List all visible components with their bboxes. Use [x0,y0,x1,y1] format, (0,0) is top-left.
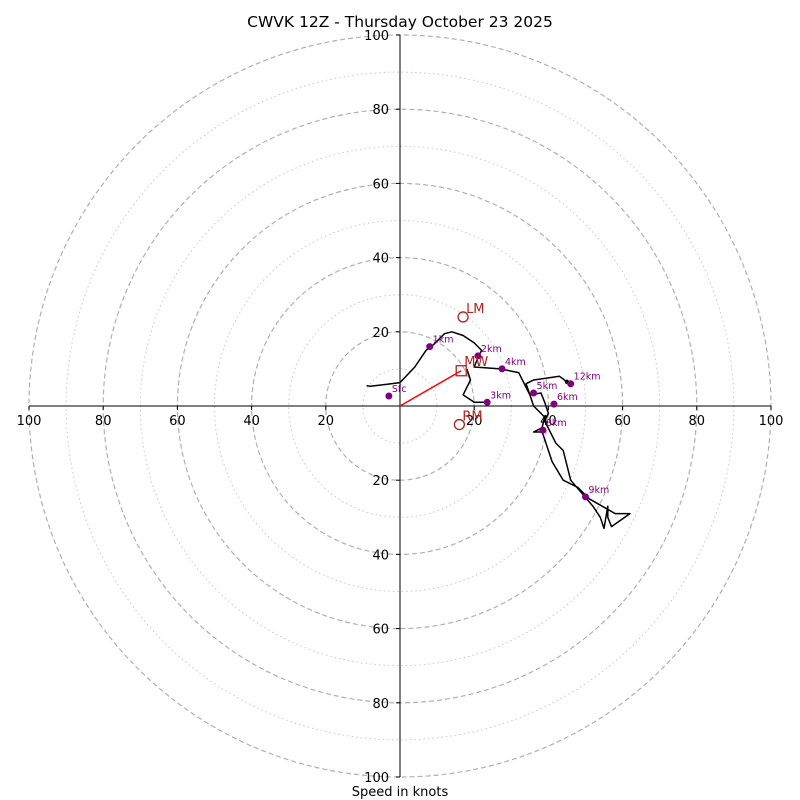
x-axis-label: Speed in knots [352,785,449,800]
x-tick-label: 100 [17,414,42,429]
height-marker [539,426,547,434]
y-tick-label: 100 [364,771,389,786]
height-marker-label: Sfc [392,384,407,395]
height-marker [385,392,393,400]
height-marker [426,343,434,351]
height-marker [567,380,575,388]
height-marker-label: 3km [490,390,511,401]
storm-motion-layer: MW LM RM [453,302,488,431]
mean-wind-marker [455,365,467,377]
y-tick-label: 60 [372,177,389,192]
height-marker-label: 12km [574,372,601,383]
hodograph-line-layer [366,331,631,530]
height-marker [498,365,506,373]
x-tick-label: 20 [466,414,483,429]
height-marker-label: 1km [433,335,454,346]
height-marker [582,493,589,501]
x-tick-label: 80 [95,414,112,429]
x-tick-label: 60 [169,414,186,429]
x-tick-label: 100 [759,414,784,429]
height-marker-label: 9km [589,485,610,496]
y-tick-label: 40 [372,548,389,563]
height-marker-label: 8km [546,418,567,429]
height-marker-label: 2km [481,344,502,355]
left-mover-marker [457,311,469,323]
storm-vector-layer [399,370,462,407]
y-tick-label: 20 [372,326,389,341]
mean-wind-vector [399,370,462,407]
height-marker [474,352,482,360]
height-marker [530,389,538,397]
y-tick-label: 100 [364,29,389,44]
height-marker-label: 4km [505,357,526,368]
height-marker [483,398,491,406]
y-tick-label: 40 [372,252,389,267]
x-tick-label: 80 [689,414,706,429]
y-tick-label: 80 [372,697,389,712]
height-marker [550,400,558,408]
height-marker-label: 6km [557,392,578,403]
left-mover-label: LM [466,302,484,317]
x-tick-label: 20 [318,414,335,429]
height-marker-label: 5km [537,381,558,392]
hodograph-trace-branch [462,368,486,404]
chart-title: CWVK 12Z - Thursday October 23 2025 [247,13,553,31]
hodograph-trace [366,331,631,530]
tick-label-layer: 100 80 60 40 20 20 40 60 80 100100806040202040608… [17,29,784,786]
right-mover-label: RM [462,410,482,425]
y-tick-label: 80 [372,103,389,118]
y-tick-label: 60 [372,623,389,638]
y-tick-label: 20 [372,474,389,489]
mean-wind-label: MW [464,355,488,370]
x-tick-label: 60 [614,414,631,429]
right-mover-marker [453,418,466,431]
x-tick-label: 40 [243,414,260,429]
